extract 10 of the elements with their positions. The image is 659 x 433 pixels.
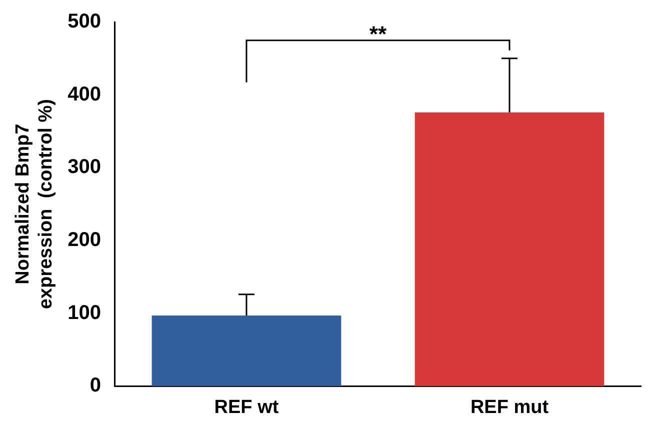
- y-tick-label: 200: [68, 229, 101, 252]
- x-tick-label: REF wt: [214, 396, 280, 418]
- y-tick-label: 100: [68, 302, 101, 324]
- x-tick-label: REF mut: [470, 396, 550, 418]
- y-tick-label: 400: [68, 83, 101, 106]
- y-tick-label: 500: [68, 10, 101, 33]
- y-axis-title: Normalized Bmp7 expression (control %): [12, 99, 56, 310]
- annotation: **: [369, 21, 387, 46]
- y-tick-label: 300: [68, 156, 101, 178]
- y-tick-label: 0: [90, 374, 101, 397]
